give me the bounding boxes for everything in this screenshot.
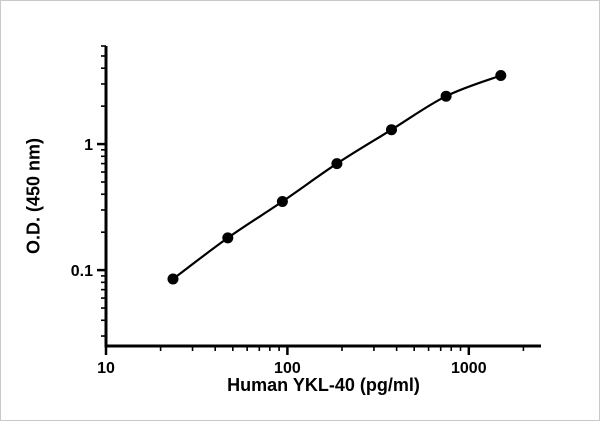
x-tick-label: 10: [97, 360, 115, 377]
y-tick-label: 0.1: [71, 263, 93, 280]
data-point-marker: [222, 232, 234, 244]
data-point-marker: [167, 273, 179, 285]
x-tick-label: 100: [274, 360, 301, 377]
x-tick-label: 1000: [451, 360, 487, 377]
data-point-marker: [495, 70, 507, 81]
x-axis-title: Human YKL-40 (pg/ml): [227, 375, 420, 395]
data-point-marker: [276, 196, 288, 207]
standard-curve-line: [172, 74, 502, 280]
data-point-marker: [386, 124, 397, 136]
y-axis-title: O.D. (450 nm): [23, 137, 44, 255]
data-point-marker: [331, 158, 343, 170]
data-point-marker: [440, 90, 452, 102]
y-tick-label: 1: [84, 137, 93, 154]
